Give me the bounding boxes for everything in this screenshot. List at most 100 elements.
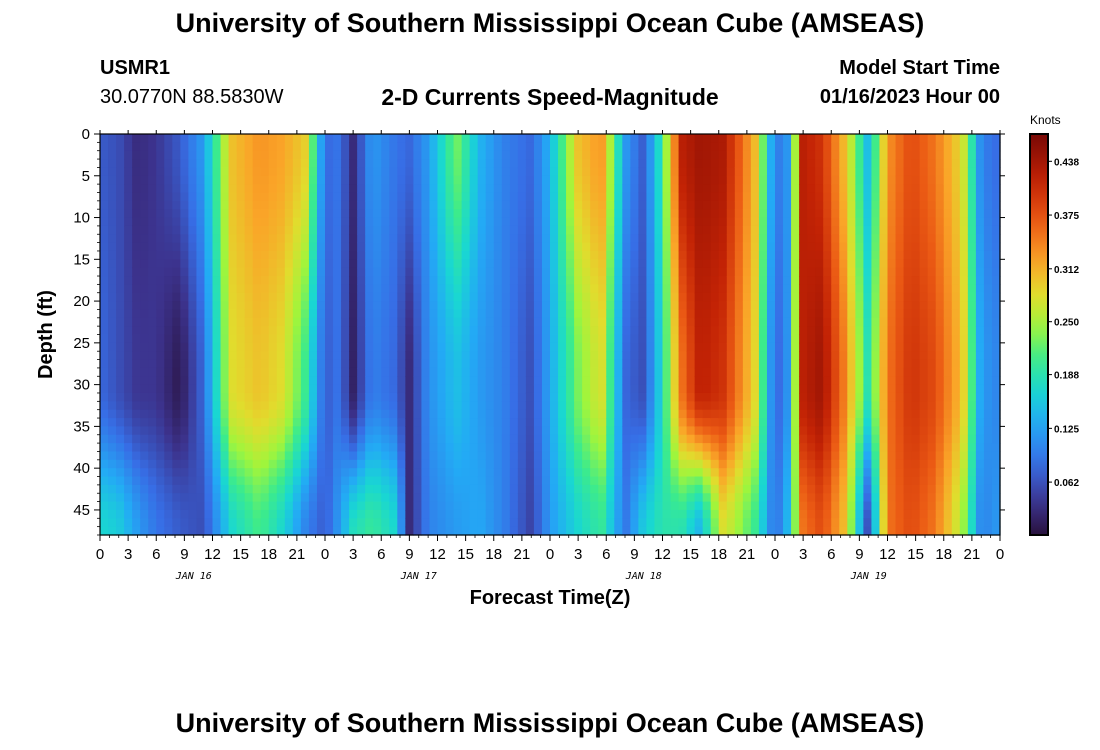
heatmap-cell bbox=[373, 434, 382, 444]
heatmap-cell bbox=[783, 167, 792, 177]
heatmap-cell bbox=[879, 200, 889, 210]
heatmap-cell bbox=[156, 209, 165, 219]
heatmap-cell bbox=[252, 242, 262, 252]
heatmap-cell bbox=[429, 234, 439, 244]
heatmap-cell bbox=[614, 418, 623, 427]
heatmap-cell bbox=[429, 167, 439, 177]
heatmap-cell bbox=[638, 326, 648, 336]
heatmap-cell bbox=[702, 150, 712, 160]
heatmap-cell bbox=[212, 184, 222, 194]
heatmap-cell bbox=[365, 175, 374, 185]
heatmap-cell bbox=[911, 284, 921, 294]
heatmap-cell bbox=[453, 317, 463, 327]
heatmap-cell bbox=[815, 376, 824, 386]
heatmap-cell bbox=[654, 468, 664, 478]
heatmap-cell bbox=[831, 326, 840, 336]
heatmap-cell bbox=[365, 259, 374, 269]
heatmap-cell bbox=[919, 134, 929, 143]
heatmap-cell bbox=[863, 443, 873, 453]
heatmap-cell bbox=[750, 334, 760, 344]
heatmap-cell bbox=[445, 468, 455, 478]
heatmap-cell bbox=[148, 242, 157, 252]
heatmap-cell bbox=[188, 434, 198, 444]
heatmap-cell bbox=[124, 217, 133, 227]
heatmap-cell bbox=[646, 409, 656, 419]
heatmap-cell bbox=[212, 518, 222, 528]
heatmap-cell bbox=[325, 392, 334, 402]
heatmap-cell bbox=[710, 209, 720, 219]
heatmap-cell bbox=[582, 142, 591, 152]
heatmap-cell bbox=[775, 376, 784, 386]
heatmap-cell bbox=[180, 426, 189, 436]
heatmap-cell bbox=[316, 484, 326, 494]
heatmap-cell bbox=[461, 384, 471, 394]
heatmap-cell bbox=[284, 192, 294, 202]
heatmap-cell bbox=[429, 359, 439, 369]
heatmap-cell bbox=[799, 292, 808, 302]
heatmap-cell bbox=[831, 359, 840, 369]
heatmap-cell bbox=[815, 301, 824, 311]
heatmap-cell bbox=[895, 476, 905, 486]
heatmap-cell bbox=[509, 334, 519, 344]
heatmap-cell bbox=[485, 518, 495, 528]
heatmap-cell bbox=[718, 367, 728, 377]
heatmap-cell bbox=[654, 242, 664, 252]
heatmap-cell bbox=[566, 518, 575, 528]
heatmap-cell bbox=[445, 142, 455, 152]
heatmap-cell bbox=[823, 276, 832, 285]
heatmap-cell bbox=[188, 175, 198, 185]
heatmap-cell bbox=[662, 526, 672, 536]
heatmap-cell bbox=[823, 259, 832, 269]
heatmap-cell bbox=[284, 401, 294, 411]
heatmap-cell bbox=[887, 509, 897, 519]
heatmap-cell bbox=[228, 434, 238, 444]
heatmap-cell bbox=[742, 493, 752, 503]
heatmap-cell bbox=[413, 376, 423, 386]
heatmap-cell bbox=[405, 134, 414, 143]
heatmap-cell bbox=[525, 234, 535, 244]
heatmap-cell bbox=[863, 351, 873, 361]
heatmap-cell bbox=[220, 459, 230, 469]
heatmap-cell bbox=[349, 292, 358, 302]
heatmap-cell bbox=[413, 468, 423, 478]
heatmap-cell bbox=[598, 309, 607, 319]
heatmap-cell bbox=[863, 259, 873, 269]
heatmap-cell bbox=[485, 443, 495, 453]
heatmap-cell bbox=[132, 142, 141, 152]
heatmap-cell bbox=[783, 192, 792, 202]
heatmap-cell bbox=[614, 267, 623, 277]
heatmap-cell bbox=[525, 276, 535, 285]
heatmap-cell bbox=[300, 267, 310, 277]
heatmap-cell bbox=[349, 276, 358, 285]
heatmap-cell bbox=[726, 443, 736, 453]
heatmap-cell bbox=[758, 200, 768, 210]
heatmap-cell bbox=[180, 418, 189, 427]
heatmap-cell bbox=[783, 484, 792, 494]
heatmap-cell bbox=[598, 359, 607, 369]
heatmap-cell bbox=[903, 367, 913, 377]
heatmap-cell bbox=[558, 184, 567, 194]
heatmap-cell bbox=[598, 468, 607, 478]
heatmap-cell bbox=[244, 200, 254, 210]
heatmap-cell bbox=[582, 359, 591, 369]
heatmap-cell bbox=[333, 175, 342, 185]
heatmap-cell bbox=[220, 376, 230, 386]
heatmap-cell bbox=[212, 250, 222, 260]
heatmap-cell bbox=[541, 192, 551, 202]
heatmap-cell bbox=[654, 159, 664, 169]
heatmap-cell bbox=[678, 451, 688, 461]
heatmap-cell bbox=[172, 192, 181, 202]
heatmap-cell bbox=[550, 426, 559, 436]
heatmap-cell bbox=[541, 159, 551, 169]
heatmap-cell bbox=[686, 267, 696, 277]
heatmap-cell bbox=[598, 209, 607, 219]
heatmap-cell bbox=[164, 392, 173, 402]
heatmap-cell bbox=[308, 401, 318, 411]
heatmap-cell bbox=[172, 317, 181, 327]
heatmap-cell bbox=[903, 267, 913, 277]
heatmap-cell bbox=[927, 526, 937, 536]
heatmap-cell bbox=[742, 384, 752, 394]
heatmap-cell bbox=[373, 184, 382, 194]
heatmap-cell bbox=[766, 392, 776, 402]
heatmap-cell bbox=[895, 459, 905, 469]
